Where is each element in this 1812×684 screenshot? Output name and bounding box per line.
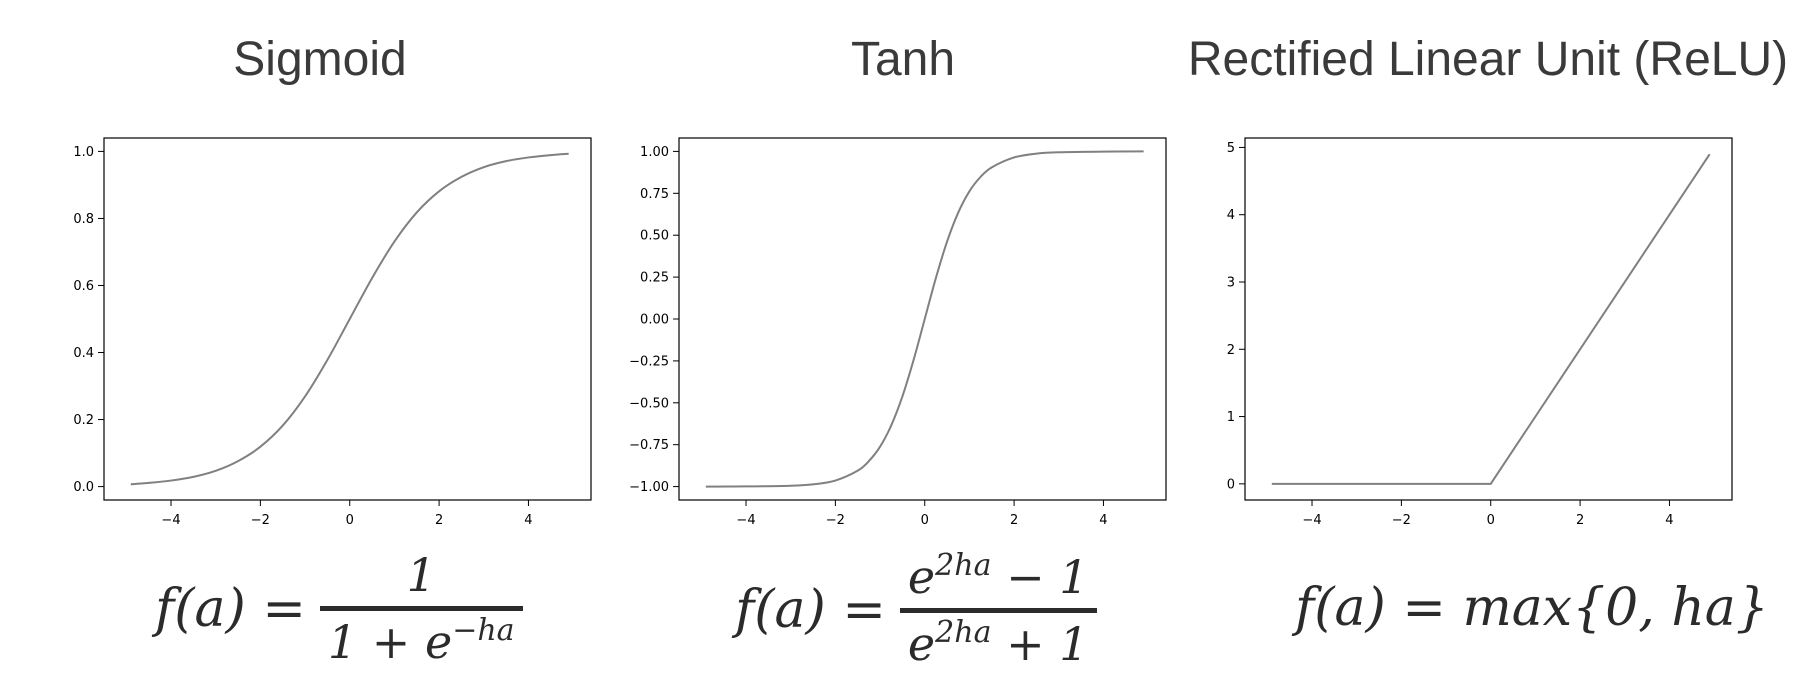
- relu-x-tick-label: 4: [1665, 513, 1673, 528]
- tanh-y-tick-label: 0.00: [640, 313, 669, 328]
- relu-y-tick-label: 5: [1227, 141, 1235, 156]
- relu-y-tick-label: 0: [1227, 477, 1235, 492]
- relu-x-tick-label: −2: [1392, 513, 1411, 528]
- relu-x-tick-label: 0: [1487, 513, 1495, 528]
- relu-x-tick-label: 2: [1576, 513, 1584, 528]
- tanh-y-tick-label: 0.25: [640, 271, 669, 286]
- sigmoid-x-tick-label: −2: [251, 513, 270, 528]
- title-relu: Rectified Linear Unit (ReLU): [1187, 33, 1789, 86]
- relu-series-line: [1271, 153, 1711, 485]
- tanh-y-tick-label: −0.25: [629, 354, 669, 369]
- sigmoid-x-tick-label: 2: [435, 513, 443, 528]
- tanh-plot-frame: [678, 137, 1167, 501]
- sigmoid-y-tick-label: 1.0: [73, 145, 94, 160]
- relu-x-tick-label: −4: [1302, 513, 1321, 528]
- formula-relu-text: f(a) = max{0, ha}: [1295, 578, 1769, 638]
- formula-tanh-den-base: e: [907, 617, 936, 671]
- formula-tanh-num-tail: − 1: [991, 550, 1089, 604]
- fraction-bar: [899, 608, 1097, 613]
- formula-tanh-num-exponent: 2ha: [935, 548, 992, 583]
- tanh-x-tick-label: 2: [1010, 513, 1018, 528]
- relu-y-tick-label: 4: [1227, 208, 1235, 223]
- formula-sigmoid-denominator: 1 + e−ha: [320, 611, 523, 669]
- tanh-y-tick-label: −0.75: [629, 438, 669, 453]
- tanh-x-tick-label: 4: [1099, 513, 1107, 528]
- sigmoid-y-tick-label: 0.4: [73, 346, 94, 361]
- relu-y-tick-label: 1: [1227, 410, 1235, 425]
- tanh-y-tick-label: −1.00: [629, 480, 669, 495]
- formula-tanh-num-base: e: [907, 550, 936, 604]
- sigmoid-y-tick-label: 0.8: [73, 212, 94, 227]
- formula-tanh-lhs: f(a) =: [735, 579, 886, 640]
- formula-relu: f(a) = max{0, ha}: [1295, 578, 1769, 638]
- relu-y-tick-label: 3: [1227, 275, 1235, 290]
- sigmoid-y-tick-label: 0.6: [73, 279, 94, 294]
- relu-plot-frame: [1244, 137, 1733, 501]
- sigmoid-x-tick-label: −4: [161, 513, 180, 528]
- formula-tanh: f(a) = e2ha − 1 e2ha + 1: [735, 548, 1097, 671]
- formula-tanh-numerator: e2ha − 1: [900, 548, 1097, 608]
- fraction-bar: [319, 606, 523, 611]
- title-sigmoid: Sigmoid: [233, 33, 407, 86]
- sigmoid-y-tick-label: 0.2: [73, 413, 94, 428]
- tanh-x-tick-label: −4: [736, 513, 755, 528]
- tanh-series-line: [705, 150, 1144, 488]
- sigmoid-y-tick-label: 0.0: [73, 480, 94, 495]
- sigmoid-series-line: [130, 152, 569, 486]
- formula-tanh-den-exponent: 2ha: [935, 615, 992, 650]
- formula-sigmoid-fraction: 1 1 + e−ha: [319, 548, 523, 669]
- title-tanh: Tanh: [850, 33, 956, 86]
- formula-tanh-fraction: e2ha − 1 e2ha + 1: [899, 548, 1097, 671]
- tanh-x-tick-label: −2: [826, 513, 845, 528]
- sigmoid-x-tick-label: 0: [346, 513, 354, 528]
- formula-sigmoid-lhs: f(a) =: [155, 578, 306, 639]
- sigmoid-plot-frame: [103, 137, 592, 501]
- formula-tanh-denominator: e2ha + 1: [900, 613, 1097, 671]
- formula-sigmoid-den-base: 1 + e: [327, 615, 453, 669]
- formula-tanh-den-tail: + 1: [991, 617, 1089, 671]
- formula-sigmoid-den-exponent: −ha: [452, 613, 515, 648]
- formula-sigmoid-numerator: 1: [406, 548, 436, 602]
- tanh-y-tick-label: 1.00: [640, 145, 669, 160]
- sigmoid-x-tick-label: 4: [524, 513, 532, 528]
- tanh-y-tick-label: 0.50: [640, 229, 669, 244]
- tanh-y-tick-label: −0.50: [629, 396, 669, 411]
- relu-y-tick-label: 2: [1227, 343, 1235, 358]
- formula-sigmoid: f(a) = 1 1 + e−ha: [155, 548, 523, 669]
- tanh-x-tick-label: 0: [921, 513, 929, 528]
- tanh-y-tick-label: 0.75: [640, 187, 669, 202]
